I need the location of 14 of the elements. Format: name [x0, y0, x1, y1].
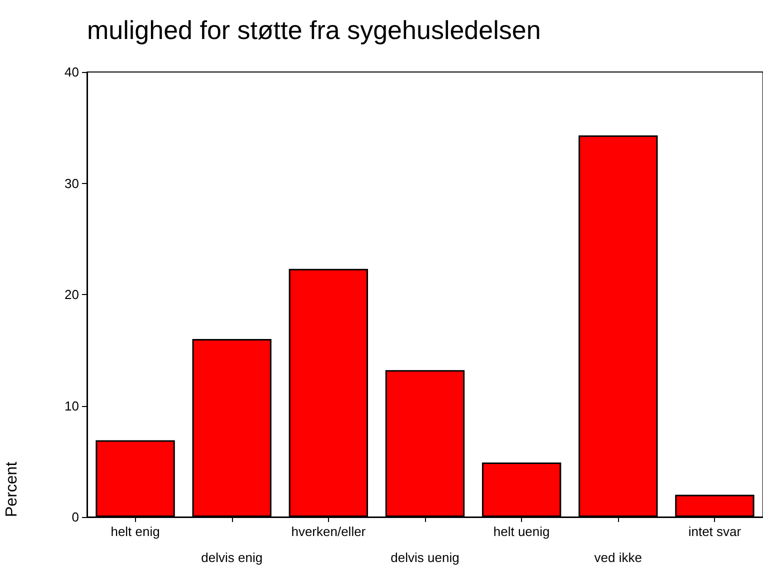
y-tick-label: 0 [72, 510, 79, 524]
y-tick-label: 10 [64, 398, 79, 414]
x-tick-label: intet svar [688, 524, 742, 539]
x-tick-label: helt uenig [493, 524, 550, 539]
x-tick-label: delvis enig [201, 550, 263, 565]
x-tick-label: ved ikke [594, 550, 642, 565]
y-tick-label: 20 [64, 287, 79, 302]
x-tick-label: hverken/eller [291, 524, 366, 539]
x-tick-label: delvis uenig [390, 550, 460, 565]
y-tick-label: 30 [64, 176, 79, 191]
chart-title: mulighed for støtte fra sygehusledelsen [87, 15, 541, 45]
y-axis-title: Percent [4, 461, 20, 517]
y-tick-label: 40 [64, 64, 79, 80]
x-tick-label: helt enig [110, 524, 160, 539]
